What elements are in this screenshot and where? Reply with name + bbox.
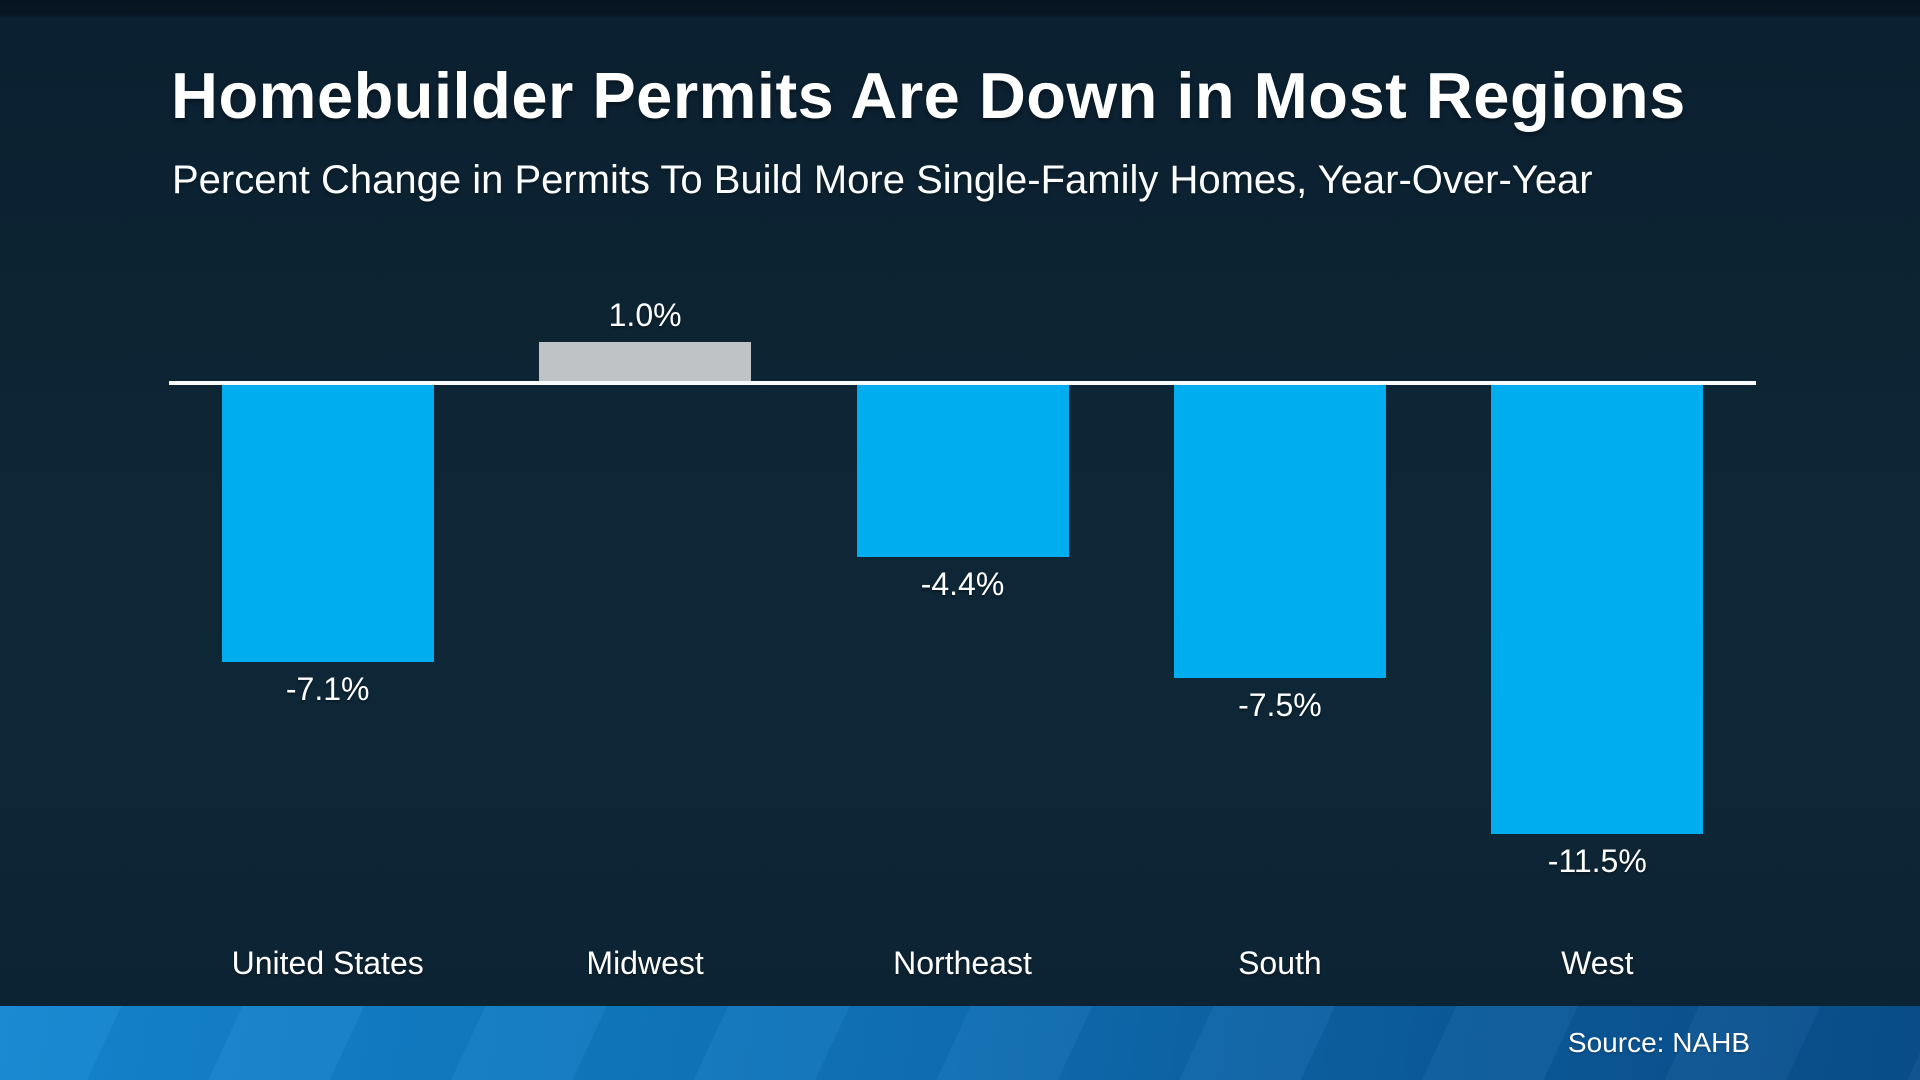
bar-united-states [221,385,434,662]
bar-south [1173,385,1386,678]
category-label-northeast: Northeast [893,945,1032,981]
category-label-united-states: United States [231,945,424,981]
bar-midwest [539,342,752,381]
category-label-midwest: Midwest [586,945,704,981]
bar-chart: -7.1% United States 1.0% Midwest -4.4% Northe… [169,297,1756,981]
value-label-northeast: -4.4% [920,565,1005,602]
value-label-united-states: -7.1% [285,670,370,707]
value-label-midwest: 1.0% [608,297,682,333]
zero-axis-line [169,381,1756,385]
page-title: Homebuilder Permits Are Down in Most Reg… [171,59,1686,132]
page-subtitle: Percent Change in Permits To Build More … [172,158,1593,202]
category-label-west: West [1561,945,1634,981]
bar-northeast [856,385,1069,557]
bar-west [1491,385,1704,834]
footer-bar: Source: NAHB [0,1006,1920,1080]
source-label: Source: NAHB [1567,1027,1750,1058]
value-label-west: -11.5% [1547,842,1647,879]
value-label-south: -7.5% [1238,686,1322,723]
category-label-south: South [1238,945,1322,981]
